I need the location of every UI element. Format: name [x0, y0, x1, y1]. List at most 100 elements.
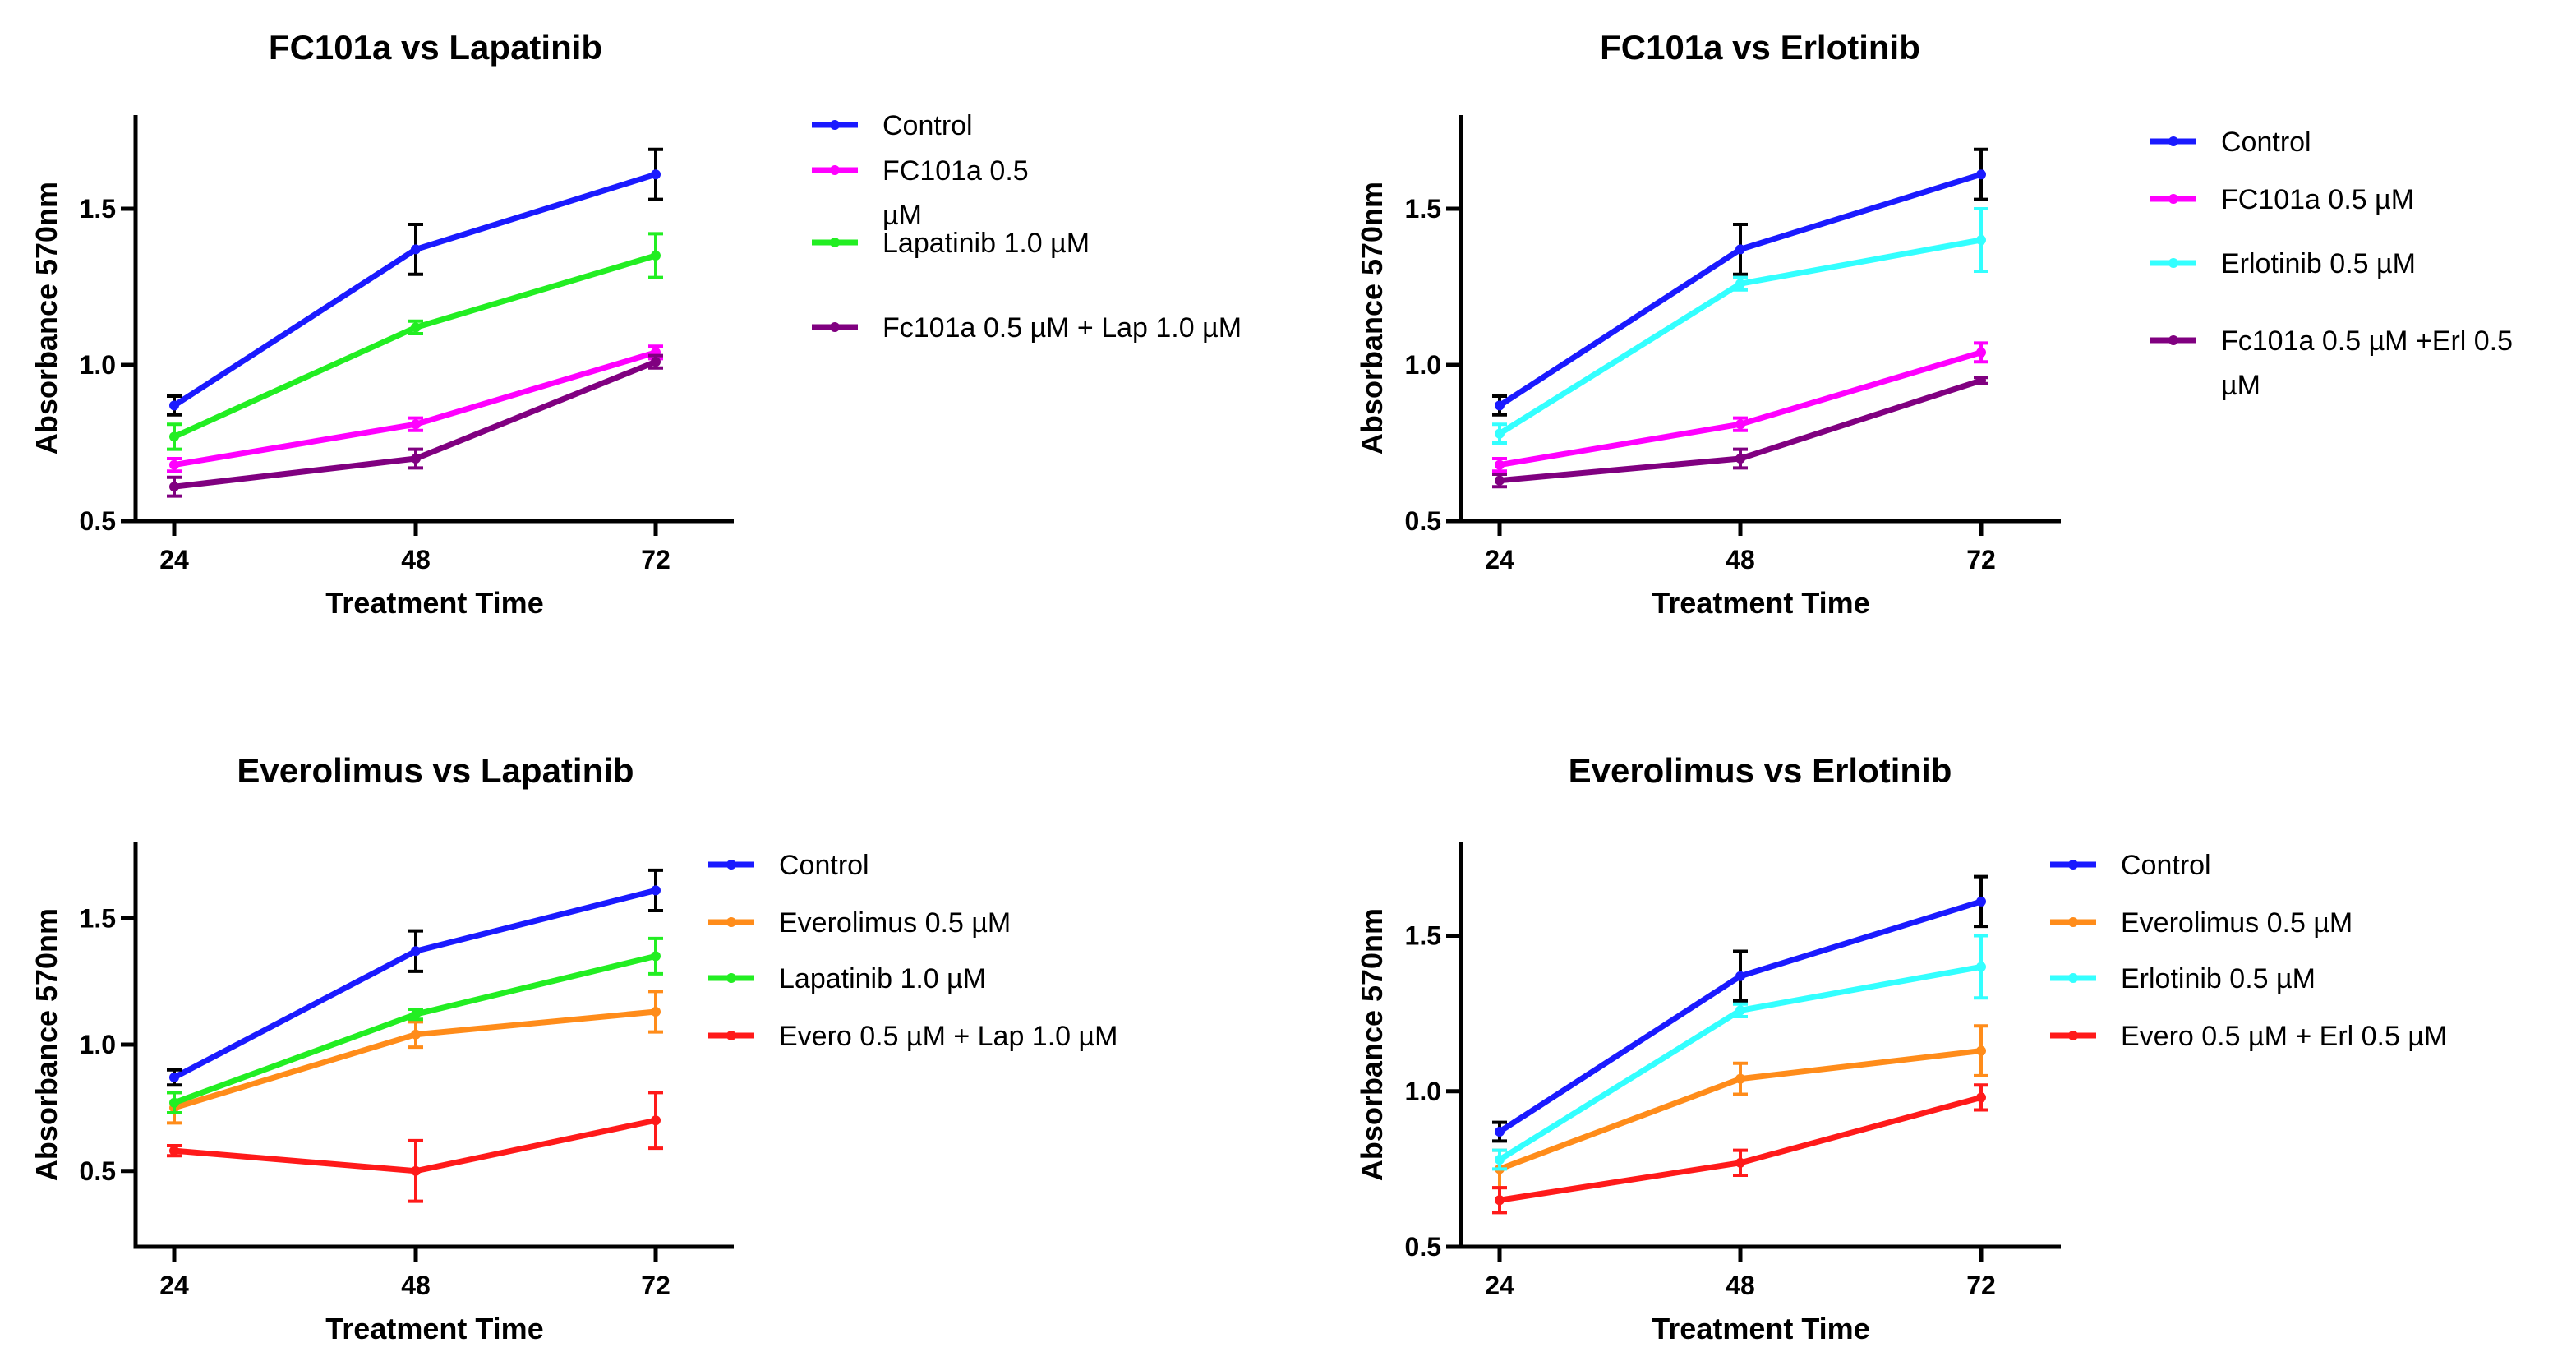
y-tick-label: 1.0 — [1405, 1077, 1441, 1106]
legend-swatch-marker — [726, 917, 736, 927]
legend-item: Evero 0.5 µM + Lap 1.0 µM — [708, 1021, 1117, 1052]
x-tick-label: 48 — [401, 1271, 431, 1300]
legend-label: FC101a 0.5 — [882, 155, 1029, 187]
legend-item: Control — [2050, 850, 2211, 881]
legend-label: Evero 0.5 µM + Lap 1.0 µM — [779, 1021, 1117, 1052]
data-point — [1735, 1157, 1745, 1168]
data-point — [1735, 419, 1745, 430]
series-line-3 — [171, 252, 659, 440]
data-point — [1735, 454, 1745, 464]
y-axis-label: Absorbance 570nm — [30, 908, 63, 1181]
legend-item: Evero 0.5 µM + Erl 0.5 µM — [2050, 1021, 2447, 1052]
legend-label: µM — [882, 200, 922, 231]
legend-label: Lapatinib 1.0 µM — [779, 963, 986, 994]
y-tick-label: 0.5 — [80, 506, 116, 536]
y-axis-label: Absorbance 570nm — [1355, 182, 1389, 454]
series-line-1 — [171, 171, 659, 408]
legend: Control FC101a 0.5 µM Erlotinib 0.5 µM Fc10… — [2150, 127, 2513, 401]
legend-label: Control — [779, 850, 869, 881]
legend-label: Control — [2221, 127, 2311, 158]
legend-item: Control — [2150, 127, 2311, 158]
legend-swatch-marker — [2168, 136, 2178, 146]
data-point — [411, 244, 421, 255]
legend-item: Fc101a 0.5 µM +Erl 0.5 µM — [2150, 325, 2513, 401]
data-point — [1735, 244, 1745, 255]
legend-label: Erlotinib 0.5 µM — [2221, 248, 2416, 279]
x-tick-label: 72 — [1966, 1271, 1996, 1300]
legend-item: Erlotinib 0.5 µM — [2150, 248, 2416, 279]
legend-item: Erlotinib 0.5 µM — [2050, 963, 2316, 994]
legend: Control Everolimus 0.5 µM Erlotinib 0.5 µM… — [2050, 850, 2447, 1052]
chart-title: FC101a vs Erlotinib — [1600, 28, 1920, 67]
data-point — [411, 1029, 421, 1040]
legend-label: Erlotinib 0.5 µM — [2121, 963, 2316, 994]
legend-swatch-marker — [830, 165, 840, 175]
legend-label: Lapatinib 1.0 µM — [882, 228, 1090, 259]
y-tick-label: 0.5 — [80, 1156, 116, 1186]
x-tick-label: 72 — [1966, 545, 1996, 574]
x-tick-label: 72 — [641, 545, 670, 574]
data-point — [169, 1072, 179, 1082]
data-point — [1976, 376, 1986, 385]
x-axis-label: Treatment Time — [325, 586, 543, 620]
data-point — [1976, 962, 1986, 972]
legend-swatch-marker — [2068, 917, 2078, 927]
data-point — [169, 459, 179, 470]
data-point — [1495, 428, 1505, 439]
data-point — [1976, 347, 1986, 358]
legend-label: Everolimus 0.5 µM — [2121, 907, 2353, 939]
data-point — [1976, 896, 1986, 907]
legend-label: Fc101a 0.5 µM +Erl 0.5 — [2221, 325, 2513, 357]
series-line-1 — [171, 887, 659, 1081]
data-point — [1495, 1126, 1505, 1137]
legend-swatch-marker — [2168, 258, 2178, 268]
data-point — [1735, 1005, 1745, 1016]
data-point — [651, 951, 661, 962]
data-point — [169, 1097, 179, 1108]
data-point — [1976, 1045, 1986, 1056]
y-axis-label: Absorbance 570nm — [1355, 908, 1389, 1181]
legend-item: Control — [708, 850, 869, 881]
legend-swatch-marker — [830, 322, 840, 332]
legend-label: Fc101a 0.5 µM + Lap 1.0 µM — [882, 312, 1242, 344]
data-point — [1495, 400, 1505, 411]
chart-panel-3: Everolimus vs Lapatinib 0.5 1.0 1.5 24 48 72 Tr… — [30, 751, 1117, 1345]
y-tick-label: 0.5 — [1405, 506, 1441, 536]
y-tick-label: 1.5 — [1405, 194, 1441, 224]
legend-label: Control — [2121, 850, 2211, 881]
data-point — [1976, 169, 1986, 180]
x-axis-label: Treatment Time — [1652, 1312, 1869, 1345]
x-tick-label: 72 — [641, 1271, 670, 1300]
data-point — [651, 169, 661, 180]
legend-swatch-marker — [2068, 860, 2078, 870]
y-tick-label: 1.5 — [80, 194, 116, 224]
data-point — [1976, 235, 1986, 245]
x-tick-label: 24 — [1485, 1271, 1514, 1300]
data-point — [651, 251, 661, 261]
data-point — [1495, 475, 1505, 486]
data-point — [1495, 459, 1505, 470]
x-tick-label: 24 — [1485, 545, 1514, 574]
data-point — [411, 322, 421, 333]
data-point — [651, 1115, 661, 1126]
data-point — [169, 1146, 179, 1156]
y-tick-label: 0.5 — [1405, 1232, 1441, 1262]
data-point — [1495, 1155, 1505, 1165]
legend-item: Control — [812, 110, 973, 141]
legend-swatch-marker — [726, 1031, 736, 1040]
chart-panel-2: FC101a vs Erlotinib 0.5 1.0 1.5 24 48 72 Treatm… — [1355, 28, 2513, 620]
y-tick-label: 1.5 — [1405, 921, 1441, 951]
legend-item: FC101a 0.5 µM — [2150, 184, 2414, 215]
legend-swatch-marker — [726, 973, 736, 983]
chart-panel-1: FC101a vs Lapatinib 0.5 1.0 1.5 24 48 72 Treatm… — [30, 28, 1242, 620]
data-point — [651, 885, 661, 896]
x-tick-label: 48 — [401, 545, 431, 574]
legend-label: FC101a 0.5 µM — [2221, 184, 2414, 215]
chart-title: Everolimus vs Lapatinib — [237, 751, 634, 790]
data-point — [651, 357, 661, 367]
x-tick-label: 24 — [159, 1271, 189, 1300]
legend: Control Everolimus 0.5 µM Lapatinib 1.0 µM… — [708, 850, 1117, 1052]
y-tick-label: 1.0 — [80, 1030, 116, 1059]
